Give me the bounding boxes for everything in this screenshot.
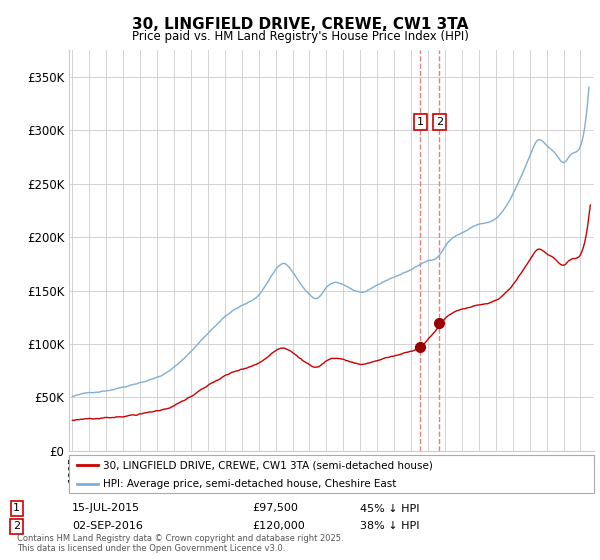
Text: 30, LINGFIELD DRIVE, CREWE, CW1 3TA: 30, LINGFIELD DRIVE, CREWE, CW1 3TA — [132, 17, 468, 31]
Text: Price paid vs. HM Land Registry's House Price Index (HPI): Price paid vs. HM Land Registry's House … — [131, 30, 469, 43]
Text: 30, LINGFIELD DRIVE, CREWE, CW1 3TA (semi-detached house): 30, LINGFIELD DRIVE, CREWE, CW1 3TA (sem… — [103, 460, 433, 470]
Text: 1: 1 — [13, 503, 20, 514]
Text: £120,000: £120,000 — [252, 521, 305, 531]
Text: 2: 2 — [436, 117, 443, 127]
Text: HPI: Average price, semi-detached house, Cheshire East: HPI: Average price, semi-detached house,… — [103, 479, 397, 489]
Text: Contains HM Land Registry data © Crown copyright and database right 2025.
This d: Contains HM Land Registry data © Crown c… — [17, 534, 343, 553]
Text: 15-JUL-2015: 15-JUL-2015 — [72, 503, 140, 514]
Text: £97,500: £97,500 — [252, 503, 298, 514]
Text: 38% ↓ HPI: 38% ↓ HPI — [360, 521, 419, 531]
Text: 1: 1 — [417, 117, 424, 127]
FancyBboxPatch shape — [69, 455, 594, 493]
Text: 45% ↓ HPI: 45% ↓ HPI — [360, 503, 419, 514]
Text: 02-SEP-2016: 02-SEP-2016 — [72, 521, 143, 531]
Text: 2: 2 — [13, 521, 20, 531]
